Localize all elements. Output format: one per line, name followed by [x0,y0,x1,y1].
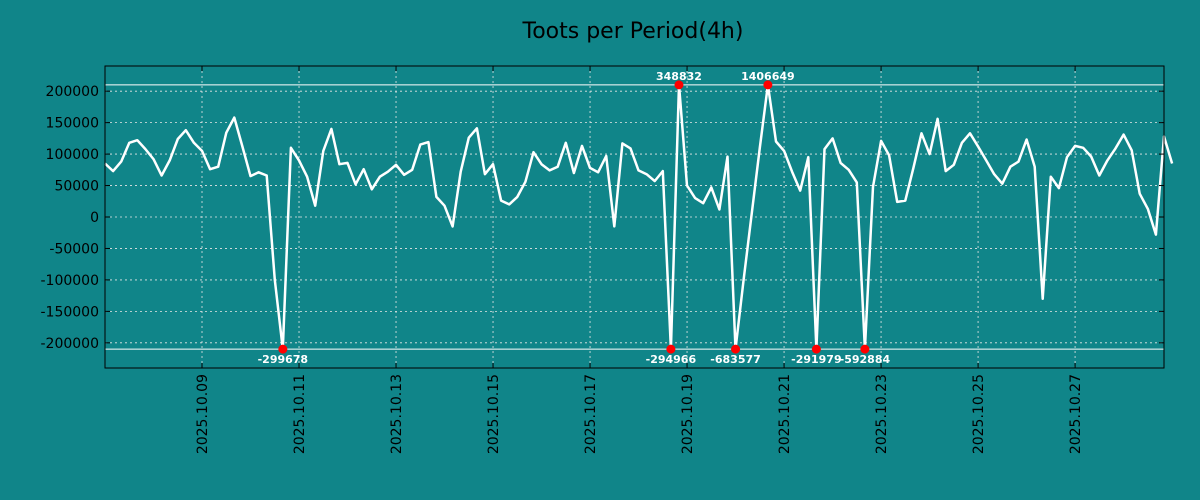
y-tick-label: 100000 [46,147,99,163]
clipped-point-label: -294966 [646,353,697,366]
x-tick-label: 2025.10.09 [195,374,211,454]
clipped-point-marker [278,344,288,354]
clipped-point-marker [763,80,773,90]
clipped-point-marker [666,344,676,354]
y-tick-label: 50000 [54,179,99,195]
clipped-point-marker [860,344,870,354]
y-tick-label: -200000 [41,336,100,352]
x-tick-label: 2025.10.17 [583,374,599,454]
clipped-point-marker [731,344,741,354]
clipped-point-label: -592884 [840,353,891,366]
clipped-point-marker [811,344,821,354]
clipped-point-label: 1406649 [741,70,795,83]
y-tick-label: 150000 [46,116,99,132]
x-tick-label: 2025.10.21 [777,374,793,454]
y-tick-label: 0 [90,210,99,226]
clipped-point-label: -299678 [258,353,309,366]
y-tick-label: -50000 [49,241,99,257]
y-tick-label: -100000 [41,273,100,289]
clipped-point-label: 348832 [656,70,702,83]
x-tick-label: 2025.10.13 [389,374,405,454]
clipped-point-label: -683577 [710,353,761,366]
x-tick-label: 2025.10.25 [971,374,987,454]
x-tick-label: 2025.10.27 [1068,374,1084,454]
y-tick-label: -150000 [41,304,100,320]
clipped-point-label: -291979 [791,353,842,366]
x-tick-label: 2025.10.15 [486,374,502,454]
x-tick-label: 2025.10.11 [292,374,308,454]
x-tick-label: 2025.10.19 [680,374,696,454]
x-tick-label: 2025.10.23 [874,374,890,454]
plot-frame [104,65,1165,369]
y-tick-label: 200000 [46,84,99,100]
clipped-point-marker [674,80,684,90]
chart-title: Toots per Period(4h) [522,19,744,44]
